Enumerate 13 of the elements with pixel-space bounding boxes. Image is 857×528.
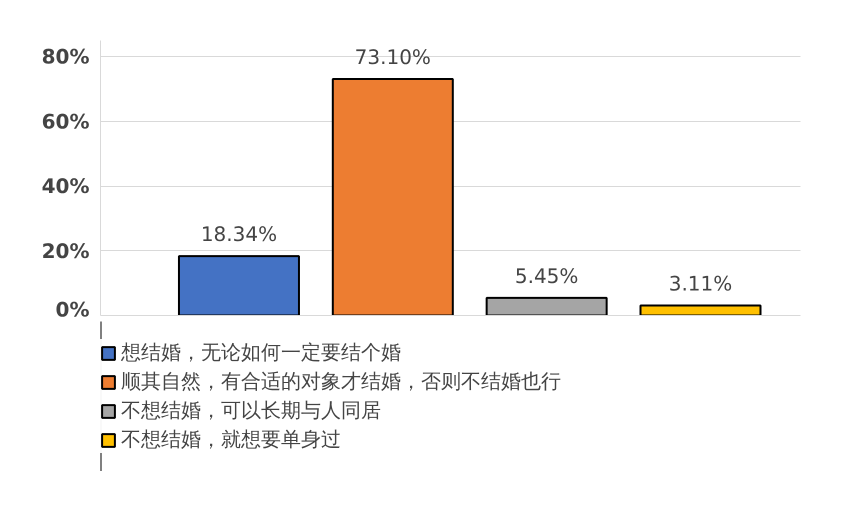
y-tick-label: 80%	[42, 44, 90, 69]
legend-label: 顺其自然，有合适的对象才结婚，否则不结婚也行	[121, 368, 561, 395]
data-label: 73.10%	[354, 45, 431, 69]
legend-label: 不想结婚，可以长期与人同居	[121, 397, 381, 424]
legend-label: 不想结婚，就想要单身过	[121, 426, 341, 453]
data-label: 3.11%	[668, 271, 732, 296]
data-label: 18.34%	[200, 222, 278, 246]
y-tick-label: 0%	[56, 298, 90, 322]
y-tick-label: 20%	[42, 238, 90, 263]
y-tick-label: 60%	[42, 109, 90, 134]
legend-label: 想结婚，无论如何一定要结个婚	[121, 339, 401, 366]
y-tick-label: 40%	[42, 174, 90, 198]
data-label: 5.45%	[514, 264, 578, 288]
